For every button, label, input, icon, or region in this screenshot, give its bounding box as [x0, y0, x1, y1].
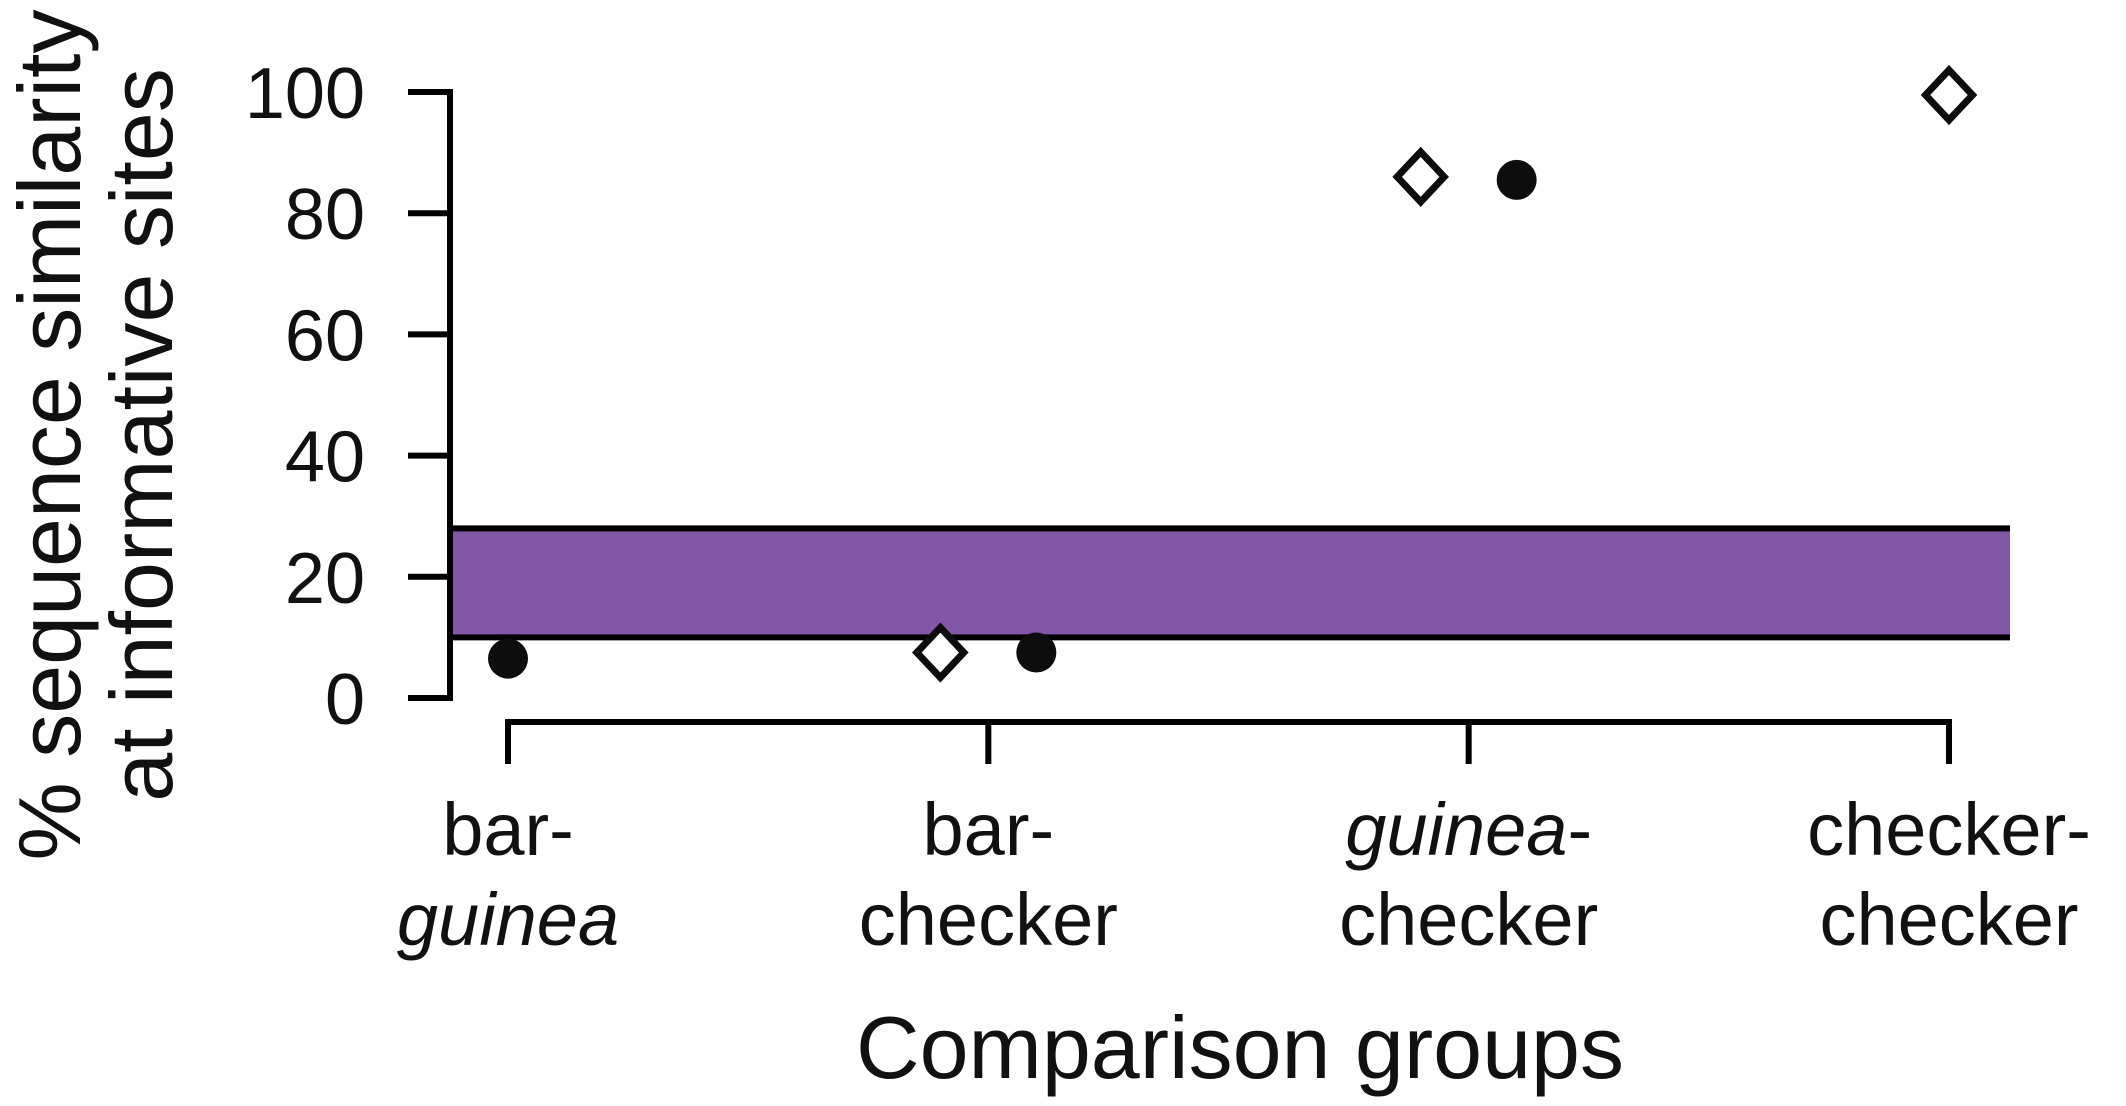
y-tick-label: 60 — [285, 296, 365, 376]
category-label-bar-guinea: guinea — [397, 878, 619, 961]
filled-circle-point-guinea-checker — [1496, 159, 1537, 200]
category-label-segment: checker — [859, 878, 1118, 961]
category-label-bar-guinea: bar- — [442, 788, 574, 871]
y-axis-label-line2: at informative sites — [92, 68, 191, 802]
data-points-group — [488, 64, 1978, 683]
y-tick-label: 100 — [245, 54, 365, 134]
category-label-segment: guinea — [1345, 788, 1567, 871]
similarity-band — [450, 528, 2010, 638]
y-axis-label-line1: % sequence similarity — [0, 10, 99, 861]
y-tick-label: 20 — [285, 539, 365, 619]
category-label-segment: - — [1567, 788, 1592, 871]
category-label-segment: checker- — [1807, 788, 2091, 871]
y-tick-label: 80 — [285, 175, 365, 255]
filled-circle-point-bar-guinea — [488, 638, 528, 679]
axes-group: 0 20 40 60 80 100 — [245, 54, 1952, 764]
y-tick-label: 40 — [285, 418, 365, 498]
x-axis-title: Comparison groups — [856, 998, 1624, 1097]
open-diamond-point-guinea-checker — [1392, 146, 1449, 207]
category-label-checker-checker: checker — [1819, 878, 2078, 961]
category-label-segment: bar- — [442, 788, 574, 871]
category-label-checker-checker: checker- — [1807, 788, 2091, 871]
category-label-bar-checker: bar- — [923, 788, 1055, 871]
open-diamond-point-checker-checker — [1920, 64, 1978, 126]
category-label-segment: bar- — [923, 788, 1055, 871]
category-label-segment: checker — [1339, 878, 1598, 961]
y-tick-label: 0 — [325, 660, 365, 740]
category-label-segment: guinea — [397, 878, 619, 961]
category-label-bar-checker: checker — [859, 878, 1118, 961]
category-label-guinea-checker: checker — [1339, 878, 1598, 961]
category-label-segment: checker — [1819, 878, 2078, 961]
filled-circle-point-bar-checker — [1016, 632, 1057, 673]
reference-band-group — [450, 525, 2010, 641]
open-diamond-point-bar-checker — [912, 622, 969, 683]
category-label-guinea-checker: guinea- — [1345, 788, 1592, 871]
category-labels-group: bar-guineabar-checkerguinea-checkercheck… — [397, 788, 2091, 961]
